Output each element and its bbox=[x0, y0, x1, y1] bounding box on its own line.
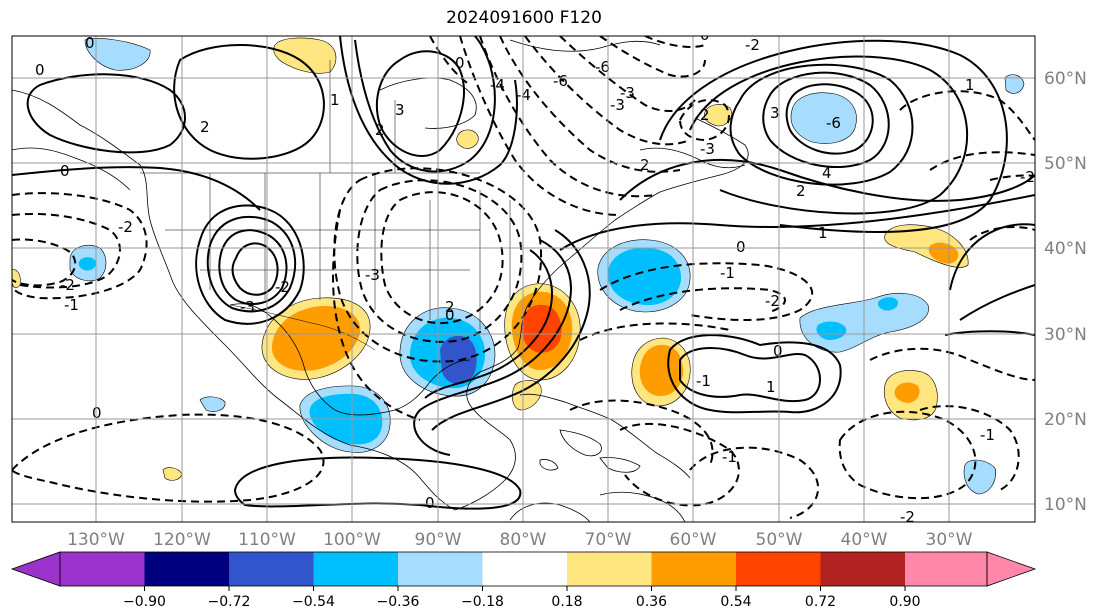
colorbar-tick-label: −0.54 bbox=[292, 594, 335, 610]
lat-label: 60°N bbox=[1044, 69, 1087, 89]
colorbar-tick-label: 0.18 bbox=[551, 594, 582, 610]
colorbar-tick-label: 0.36 bbox=[636, 594, 667, 610]
colorbar-segment bbox=[60, 552, 145, 586]
contour-label: -2 bbox=[1020, 168, 1035, 186]
lon-label: 80°W bbox=[500, 530, 547, 550]
colorbar-segment bbox=[482, 552, 567, 586]
contour-label: 3 bbox=[770, 104, 780, 122]
lon-label: 120°W bbox=[153, 530, 211, 550]
contour-label: 2 bbox=[700, 106, 710, 124]
colorbar-segment bbox=[651, 552, 736, 586]
contour-label: 0 bbox=[425, 494, 435, 512]
lon-label: 30°W bbox=[926, 530, 973, 550]
contour-label: 4 bbox=[822, 164, 832, 182]
contour-lines bbox=[12, 36, 1035, 510]
contour-label: -6 bbox=[553, 72, 568, 90]
contour-label: -3 bbox=[365, 266, 380, 284]
contour-label: -3 bbox=[700, 140, 715, 158]
contour-label: -2 bbox=[765, 292, 780, 310]
contour-label: 0 bbox=[700, 26, 710, 44]
contour-label: -6 bbox=[595, 58, 610, 76]
contour-label: -3 bbox=[240, 298, 255, 316]
colorbar-segment bbox=[398, 552, 483, 586]
contour-label: 3 bbox=[395, 101, 405, 119]
colorbar-segment bbox=[313, 552, 398, 586]
graticule bbox=[12, 36, 1035, 522]
contour-label: -2 bbox=[900, 508, 915, 526]
lat-label: 40°N bbox=[1044, 239, 1087, 259]
lat-label: 50°N bbox=[1044, 154, 1087, 174]
contour-label: 2 bbox=[200, 118, 210, 136]
map-frame bbox=[11, 35, 1036, 523]
lon-label: 90°W bbox=[415, 530, 462, 550]
colorbar: −0.90 −0.72 −0.54 −0.36 −0.18 0.18 0.36 … bbox=[10, 551, 1037, 610]
contour-label: 1 bbox=[330, 91, 340, 109]
political-boundaries bbox=[140, 60, 511, 351]
contour-label: -1 bbox=[980, 426, 995, 444]
colorbar-tick-label: −0.18 bbox=[461, 594, 504, 610]
lon-label: 60°W bbox=[670, 530, 717, 550]
colorbar-ticks bbox=[144, 586, 906, 591]
contour-lines-dashed bbox=[12, 36, 1035, 519]
colorbar-over-arrow bbox=[986, 551, 1037, 587]
contour-label: -4 bbox=[490, 76, 505, 94]
map-title: 2024091600 F120 bbox=[446, 8, 602, 28]
colorbar-segment bbox=[736, 552, 821, 586]
contour-label: -1 bbox=[722, 448, 737, 466]
lat-label: 30°N bbox=[1044, 325, 1087, 345]
contour-label: 1 bbox=[818, 224, 828, 242]
colorbar-tick-label: 0.54 bbox=[720, 594, 751, 610]
contour-label: 0 bbox=[736, 238, 746, 256]
colorbar-tick-label: 0.72 bbox=[805, 594, 836, 610]
contour-label: 0 bbox=[92, 404, 102, 422]
contour-label: -2 bbox=[275, 278, 290, 296]
colorbar-segment bbox=[905, 552, 987, 586]
anomaly-shading bbox=[12, 37, 1025, 495]
contour-label: -1 bbox=[64, 296, 79, 314]
lon-label: 70°W bbox=[585, 530, 632, 550]
contour-label: -1 bbox=[696, 372, 711, 390]
colorbar-tick-label: −0.90 bbox=[123, 594, 166, 610]
contour-label: -3 bbox=[610, 96, 625, 114]
contour-label: -2 bbox=[118, 218, 133, 236]
contour-label: 1 bbox=[965, 76, 975, 94]
contour-label: -1 bbox=[720, 264, 735, 282]
contour-label: -3 bbox=[620, 84, 635, 102]
contour-label: 0 bbox=[445, 306, 455, 324]
contour-label: 2 bbox=[445, 298, 455, 316]
lon-label: 100°W bbox=[323, 530, 381, 550]
colorbar-segment bbox=[229, 552, 314, 586]
latitude-labels: 60°N 50°N 40°N 30°N 20°N 10°N bbox=[1044, 69, 1087, 515]
colorbar-segment bbox=[567, 552, 652, 586]
lon-label: 40°W bbox=[841, 530, 888, 550]
contour-label: 0 bbox=[85, 34, 95, 52]
lon-label: 50°W bbox=[756, 530, 803, 550]
contour-label: 0 bbox=[773, 342, 783, 360]
lat-label: 20°N bbox=[1044, 410, 1087, 430]
colorbar-tick-label: −0.72 bbox=[208, 594, 251, 610]
contour-label: 2 bbox=[375, 121, 385, 139]
colorbar-tick-label: 0.90 bbox=[889, 594, 920, 610]
contour-label: 1 bbox=[766, 378, 776, 396]
contour-label: -2 bbox=[60, 276, 75, 294]
blob-labrador-negative bbox=[790, 92, 857, 144]
contour-label: 0 bbox=[60, 162, 70, 180]
colorbar-under-arrow bbox=[10, 551, 61, 587]
longitude-labels: 130°W 120°W 110°W 100°W 90°W 80°W 70°W 6… bbox=[67, 530, 973, 550]
contour-label: 0 bbox=[35, 61, 45, 79]
lon-label: 130°W bbox=[67, 530, 125, 550]
contour-label: 0 bbox=[455, 54, 465, 72]
contour-label: -6 bbox=[826, 114, 841, 132]
colorbar-segment bbox=[820, 552, 905, 586]
contour-label: 2 bbox=[640, 156, 650, 174]
lat-label: 10°N bbox=[1044, 495, 1087, 515]
contour-label: -2 bbox=[745, 36, 760, 54]
colorbar-segment bbox=[144, 552, 229, 586]
colorbar-tick-label: −0.36 bbox=[377, 594, 420, 610]
contour-label: 2 bbox=[796, 182, 806, 200]
lon-label: 110°W bbox=[238, 530, 296, 550]
